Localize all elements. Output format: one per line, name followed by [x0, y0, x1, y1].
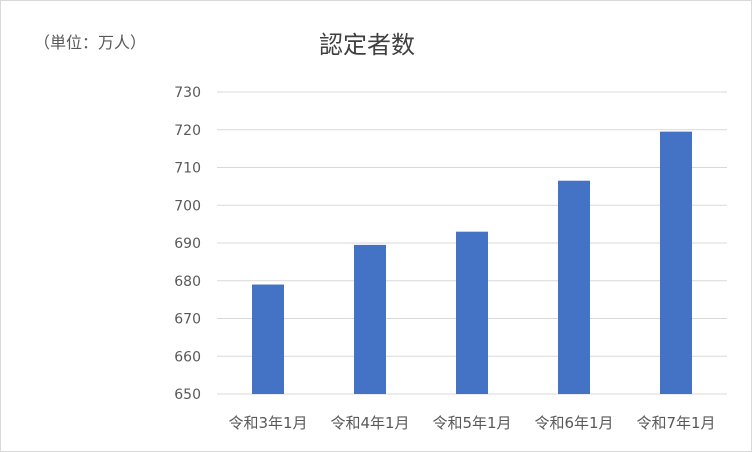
y-tick-label: 660 [174, 349, 201, 365]
bar [354, 244, 386, 394]
x-axis-categories: 令和3年1月 令和4年1月 令和5年1月 令和6年1月 令和7年1月 [228, 414, 715, 432]
unit-label: （単位：万人） [34, 33, 147, 52]
x-category-label: 令和4年1月 [330, 414, 409, 432]
bar [660, 131, 692, 394]
x-category-label: 令和7年1月 [636, 414, 715, 432]
y-axis-ticks: 650 660 670 680 690 700 710 720 730 [174, 85, 201, 403]
y-tick-label: 710 [174, 161, 201, 177]
bar [456, 231, 488, 394]
x-category-label: 令和6年1月 [534, 414, 613, 432]
y-tick-label: 700 [174, 198, 201, 214]
chart-title: 認定者数 [319, 31, 415, 59]
y-tick-label: 690 [174, 236, 201, 252]
bar [558, 180, 590, 394]
y-tick-label: 670 [174, 312, 201, 328]
y-tick-label: 650 [174, 387, 201, 403]
x-category-label: 令和5年1月 [432, 414, 511, 432]
bar [252, 284, 284, 394]
bars [252, 131, 692, 394]
y-tick-label: 680 [174, 274, 201, 290]
y-tick-label: 730 [174, 85, 201, 101]
x-category-label: 令和3年1月 [228, 414, 307, 432]
y-tick-label: 720 [174, 123, 201, 139]
